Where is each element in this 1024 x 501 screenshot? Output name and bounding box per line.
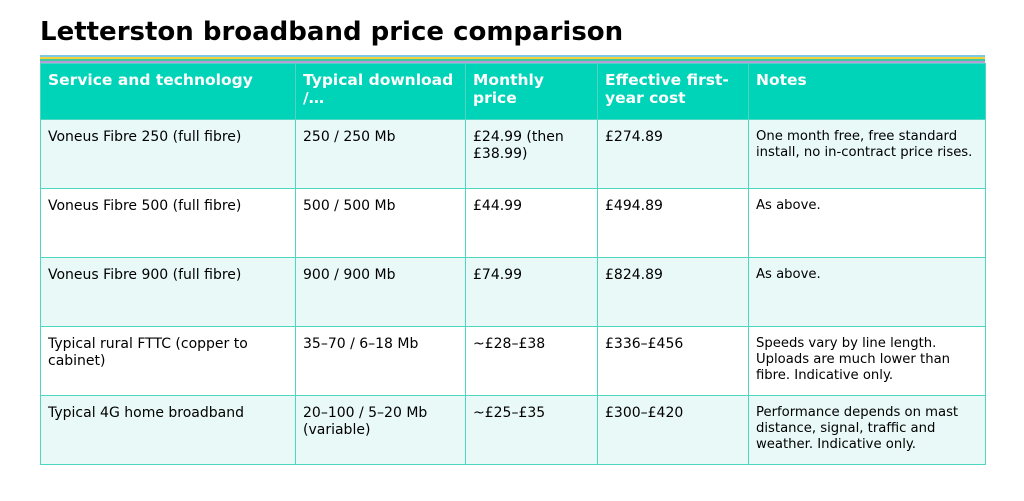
accent-stripe-3	[40, 59, 985, 61]
cell-speed: 900 / 900 Mb	[295, 257, 466, 327]
title-accent-stripes	[40, 55, 985, 63]
column-header-label: Typical download /…	[303, 71, 454, 107]
table-body: Voneus Fibre 250 (full fibre) 250 / 250 …	[40, 119, 986, 465]
cell-monthly-price: ~£25–£35	[465, 395, 598, 465]
cell-first-year-cost: £824.89	[597, 257, 749, 327]
column-header-service: Service and technology	[40, 63, 296, 120]
cell-notes: Speeds vary by line length. Uploads are …	[748, 326, 986, 396]
cell-monthly-price: £44.99	[465, 188, 598, 258]
cell-speed: 20–100 / 5–20 Mb (variable)	[295, 395, 466, 465]
column-header-label: Service and technology	[48, 71, 253, 89]
cell-speed: 500 / 500 Mb	[295, 188, 466, 258]
table-row: Voneus Fibre 900 (full fibre) 900 / 900 …	[40, 257, 986, 327]
cell-notes: As above.	[748, 257, 986, 327]
column-header-label: Notes	[756, 71, 807, 89]
cell-first-year-cost: £274.89	[597, 119, 749, 189]
accent-stripe-4	[40, 61, 985, 63]
cell-service: Typical 4G home broadband	[40, 395, 296, 465]
table-row: Typical 4G home broadband 20–100 / 5–20 …	[40, 395, 986, 465]
column-header-monthly-price: Monthly price	[465, 63, 598, 120]
page-title: Letterston broadband price comparison	[40, 17, 624, 47]
cell-monthly-price: £74.99	[465, 257, 598, 327]
table-header: Service and technology Typical download …	[40, 63, 986, 120]
table-row: Voneus Fibre 500 (full fibre) 500 / 500 …	[40, 188, 986, 258]
cell-service: Voneus Fibre 900 (full fibre)	[40, 257, 296, 327]
table-row: Typical rural FTTC (copper to cabinet) 3…	[40, 326, 986, 396]
cell-speed: 35–70 / 6–18 Mb	[295, 326, 466, 396]
column-header-first-year-cost: Effective first-year cost	[597, 63, 749, 120]
cell-service: Typical rural FTTC (copper to cabinet)	[40, 326, 296, 396]
column-header-label: Monthly price	[473, 71, 544, 107]
header-row: Service and technology Typical download …	[40, 63, 986, 120]
column-header-notes: Notes	[748, 63, 986, 120]
cell-first-year-cost: £300–£420	[597, 395, 749, 465]
comparison-table-container: Service and technology Typical download …	[40, 63, 986, 465]
cell-service: Voneus Fibre 500 (full fibre)	[40, 188, 296, 258]
column-header-label: Effective first-year cost	[605, 71, 729, 107]
cell-first-year-cost: £336–£456	[597, 326, 749, 396]
table-row: Voneus Fibre 250 (full fibre) 250 / 250 …	[40, 119, 986, 189]
comparison-table: Service and technology Typical download …	[40, 63, 986, 465]
cell-notes: As above.	[748, 188, 986, 258]
cell-first-year-cost: £494.89	[597, 188, 749, 258]
cell-monthly-price: £24.99 (then £38.99)	[465, 119, 598, 189]
column-header-download: Typical download /…	[295, 63, 466, 120]
accent-stripe-2	[40, 57, 985, 59]
cell-notes: One month free, free standard install, n…	[748, 119, 986, 189]
cell-service: Voneus Fibre 250 (full fibre)	[40, 119, 296, 189]
cell-notes: Performance depends on mast distance, si…	[748, 395, 986, 465]
cell-monthly-price: ~£28–£38	[465, 326, 598, 396]
cell-speed: 250 / 250 Mb	[295, 119, 466, 189]
accent-stripe-1	[40, 55, 985, 57]
